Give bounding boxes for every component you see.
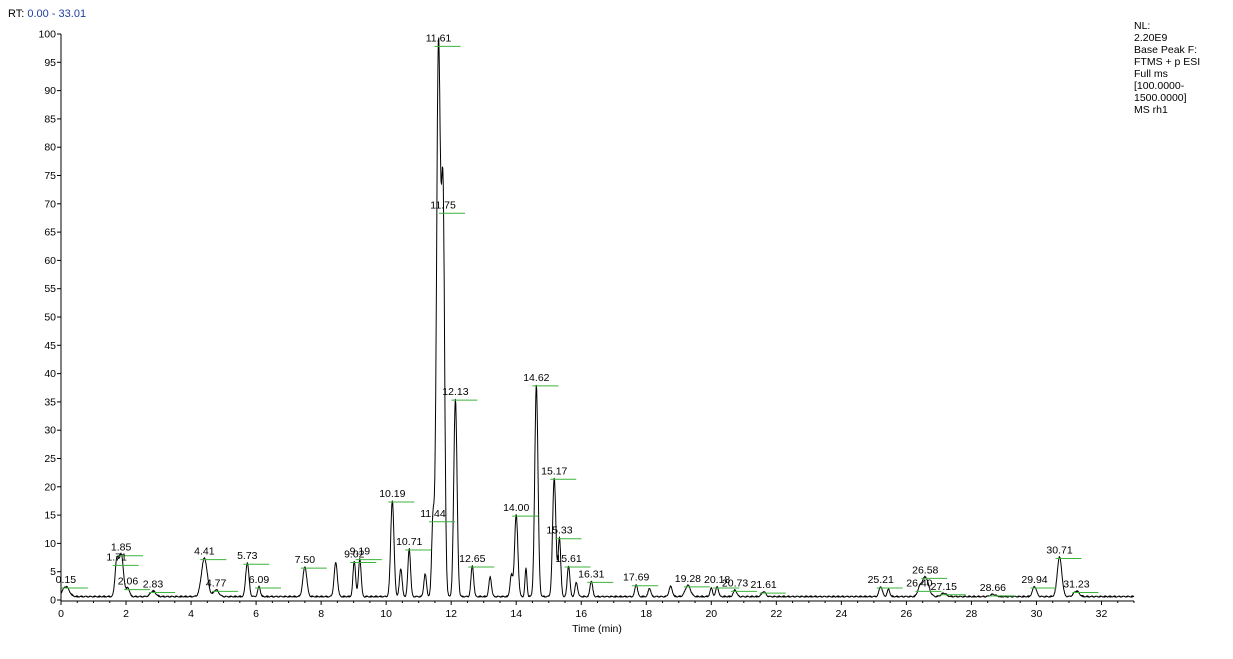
peak-label: 20.18 (704, 574, 730, 586)
peak-label: 10.71 (396, 536, 422, 548)
peak-label: 29.94 (1021, 574, 1047, 586)
info-line: FTMS + p ESI (1134, 56, 1201, 68)
y-tick-label: 75 (44, 170, 56, 182)
scan-info-box: NL: 2.20E9 Base Peak F: FTMS + p ESI Ful… (1134, 20, 1200, 116)
rt-range-value: 0.00 - 33.01 (27, 8, 87, 20)
chromatogram-trace (60, 37, 1135, 598)
peak-label: 11.61 (426, 32, 452, 44)
peak-label: 4.77 (206, 577, 227, 589)
peak-label: 2.83 (143, 579, 164, 591)
info-line: Base Peak F: (1134, 44, 1198, 56)
info-line: 2.20E9 (1134, 32, 1168, 44)
y-tick-label: 0 (50, 595, 56, 607)
peak-label: 4.41 (194, 546, 215, 558)
peak-labels: 0.15 1.711.85 2.06 2.83 4.41 4.77 5.73 6.09 7.50… (56, 32, 1090, 594)
peak-label: 31.23 (1063, 579, 1089, 591)
x-tick-label: 10 (380, 608, 392, 620)
peak-label: 9.02 (344, 549, 365, 561)
y-tick-label: 65 (44, 227, 56, 239)
peak-label: 15.61 (555, 553, 581, 565)
peak-label: 1.85 (111, 542, 132, 554)
y-tick-label: 90 (44, 85, 56, 97)
y-tick-label: 60 (44, 255, 56, 267)
peak-label: 2.06 (118, 576, 139, 588)
y-tick-label: 35 (44, 396, 56, 408)
peak-label: 12.65 (459, 553, 485, 565)
peak-label: 20.73 (722, 577, 748, 589)
x-tick-label: 0 (58, 608, 64, 620)
x-tick-label: 24 (836, 608, 848, 620)
y-tick-label: 55 (44, 283, 56, 295)
y-tick-label: 50 (44, 312, 56, 324)
rt-range-header: RT: 0.00 - 33.01 (8, 8, 86, 20)
axes: 0510152025303540455055606570758085909510… (38, 29, 1135, 620)
y-tick-label: 10 (44, 538, 56, 550)
peak-label: 30.71 (1046, 545, 1072, 557)
peak-label: 15.33 (546, 525, 572, 537)
peak-label: 28.66 (980, 582, 1006, 594)
peak-label: 6.09 (249, 574, 270, 586)
peak-label: 14.62 (523, 372, 549, 384)
peak-label: 10.19 (379, 488, 405, 500)
peak-label: 11.44 (420, 508, 446, 520)
x-axis-title: Time (min) (572, 623, 622, 635)
info-line: [100.0000- (1134, 80, 1185, 92)
x-tick-label: 4 (188, 608, 194, 620)
x-tick-label: 32 (1096, 608, 1108, 620)
peak-label: 9.19 (350, 546, 371, 558)
peak-label: 11.75 (430, 199, 456, 211)
peak-label: 27.15 (931, 581, 957, 593)
x-tick-label: 28 (966, 608, 978, 620)
x-tick-label: 16 (575, 608, 587, 620)
y-tick-label: 100 (38, 29, 56, 41)
y-tick-label: 80 (44, 142, 56, 154)
y-tick-label: 40 (44, 368, 56, 380)
x-tick-label: 14 (510, 608, 522, 620)
x-tick-label: 12 (445, 608, 457, 620)
peak-label: 26.58 (912, 564, 938, 576)
x-tick-label: 26 (901, 608, 913, 620)
peak-label: 14.00 (503, 502, 529, 514)
peak-label: 17.69 (623, 572, 649, 584)
y-tick-label: 15 (44, 510, 56, 522)
peak-label: 16.31 (578, 568, 604, 580)
x-tick-label: 20 (705, 608, 717, 620)
y-tick-label: 95 (44, 57, 56, 69)
info-line: Full ms (1134, 68, 1168, 80)
x-tick-label: 8 (318, 608, 324, 620)
info-line: 1500.0000] (1134, 92, 1187, 104)
info-line: NL: (1134, 20, 1151, 32)
y-tick-label: 70 (44, 198, 56, 210)
peak-label: 0.15 (56, 574, 77, 586)
peak-label: 19.28 (675, 573, 701, 585)
x-tick-label: 30 (1031, 608, 1043, 620)
y-tick-label: 85 (44, 113, 56, 125)
info-line: MS rh1 (1134, 104, 1168, 116)
peak-label: 15.17 (541, 465, 567, 477)
x-tick-label: 2 (123, 608, 129, 620)
peak-label: 12.13 (442, 386, 468, 398)
peak-label: 5.73 (237, 550, 258, 562)
peak-label: 7.50 (295, 554, 316, 566)
y-tick-label: 45 (44, 340, 56, 352)
x-tick-label: 6 (253, 608, 259, 620)
x-tick-label: 22 (770, 608, 782, 620)
y-tick-label: 5 (50, 566, 56, 578)
y-tick-label: 20 (44, 481, 56, 493)
y-tick-label: 25 (44, 453, 56, 465)
x-tick-label: 18 (640, 608, 652, 620)
y-tick-label: 30 (44, 425, 56, 437)
rt-label: RT: (8, 8, 25, 20)
peak-label: 26.40 (906, 577, 932, 589)
peak-label: 1.71 (106, 551, 127, 563)
peak-label: 21.61 (751, 579, 777, 591)
peak-markers (61, 45, 1099, 597)
peak-label: 25.21 (868, 574, 894, 586)
